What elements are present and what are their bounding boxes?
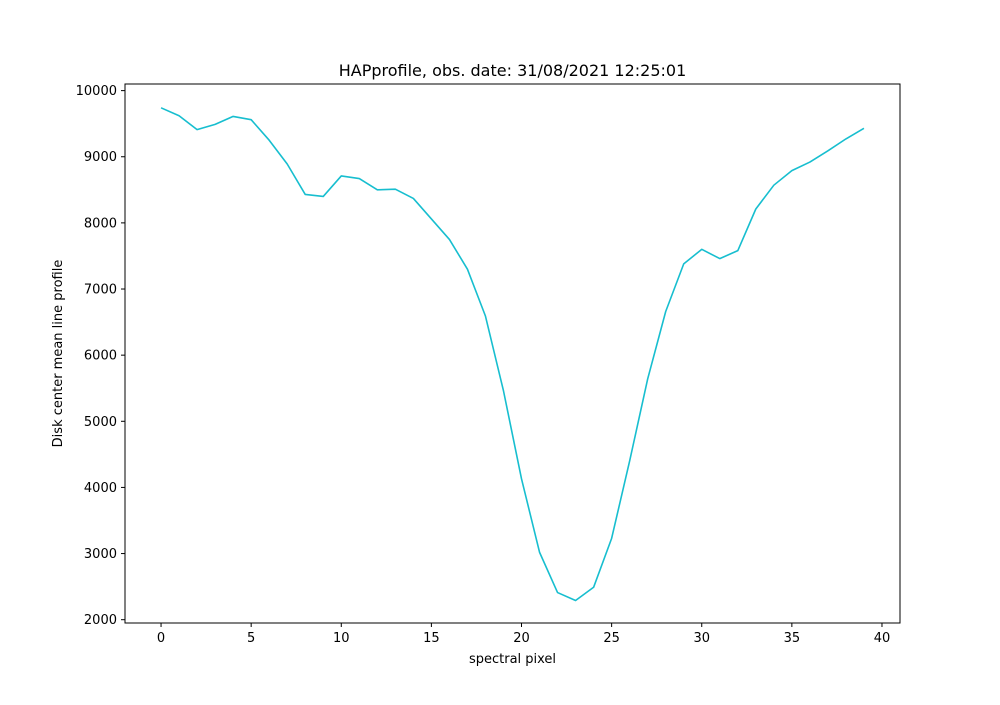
x-tick-label: 30 (693, 631, 710, 646)
y-tick-label: 4000 (84, 481, 117, 496)
x-tick-label: 15 (423, 631, 440, 646)
y-tick-label: 9000 (84, 150, 117, 165)
x-axis: 0 5 10 15 20 25 30 35 40 (157, 623, 890, 646)
x-axis-label: spectral pixel (469, 652, 556, 667)
x-tick-label: 25 (603, 631, 620, 646)
x-tick-label: 20 (513, 631, 530, 646)
y-tick-label: 10000 (76, 84, 117, 99)
y-axis: 2000 3000 4000 5000 6000 7000 8000 9000 10000 (76, 84, 125, 628)
x-tick-label: 5 (247, 631, 255, 646)
y-tick-label: 5000 (84, 415, 117, 430)
y-axis-label: Disk center mean line profile (51, 260, 66, 448)
x-tick-label: 35 (784, 631, 801, 646)
y-tick-label: 7000 (84, 283, 117, 298)
plot-area (124, 83, 901, 624)
y-tick-label: 8000 (84, 216, 117, 231)
y-tick-label: 6000 (84, 349, 117, 364)
x-tick-label: 10 (333, 631, 350, 646)
chart-title: HAPprofile, obs. date: 31/08/2021 12:25:… (339, 61, 687, 80)
y-tick-label: 3000 (84, 547, 117, 562)
plot-frame (124, 83, 901, 624)
x-tick-label: 40 (874, 631, 891, 646)
x-tick-label: 0 (157, 631, 165, 646)
y-tick-label: 2000 (84, 613, 117, 628)
series-line-0 (160, 107, 865, 602)
